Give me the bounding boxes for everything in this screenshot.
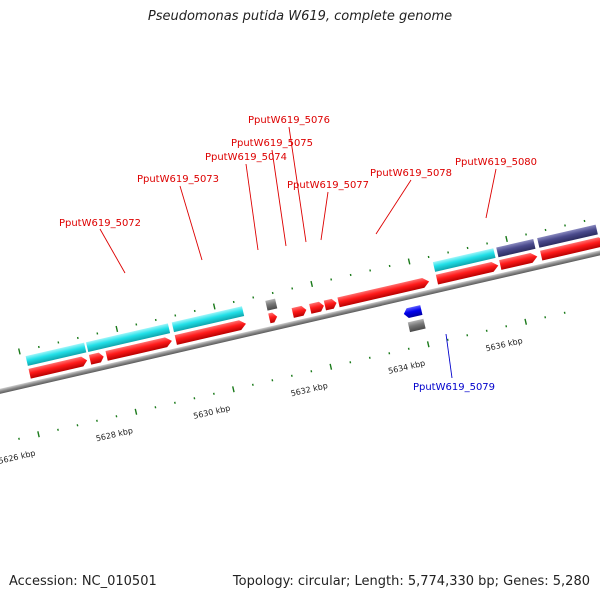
gene-feature[interactable]	[171, 306, 245, 333]
callout-line	[179, 185, 203, 261]
backbone	[0, 233, 600, 409]
axis-label: 5636 kbp	[485, 336, 524, 353]
gene-label[interactable]: PputW619_5077	[287, 180, 369, 191]
axis-labels: 5626 kbp 5628 kbp 5630 kbp 5632 kbp 5634…	[0, 336, 524, 466]
cds-arrow[interactable]	[435, 261, 500, 285]
axis-label: 5632 kbp	[290, 381, 329, 398]
gene-label[interactable]: PputW619_5073	[137, 174, 219, 185]
cds-arrow[interactable]	[174, 319, 247, 345]
callout-line	[245, 163, 259, 251]
gene-label[interactable]: PputW619_5080	[455, 157, 537, 168]
cds-arrow[interactable]	[323, 298, 338, 311]
callout-line	[375, 179, 412, 235]
callout-line	[99, 228, 126, 274]
cds-arrow[interactable]	[28, 356, 89, 379]
cds-arrow[interactable]	[88, 352, 105, 365]
gene-label[interactable]: PputW619_5074	[205, 152, 287, 163]
axis-label: 5634 kbp	[387, 359, 426, 376]
gene-label[interactable]: PputW619_5072	[59, 218, 141, 229]
gene-label[interactable]: PputW619_5078	[370, 168, 452, 179]
axis-label: 5630 kbp	[192, 404, 231, 421]
cds-arrow-reverse[interactable]	[403, 305, 423, 319]
gene-lane-forward	[25, 224, 598, 366]
gene-label[interactable]: PputW619_5075	[231, 138, 313, 149]
cds-arrow[interactable]	[105, 336, 174, 361]
axis-label: 5628 kbp	[95, 426, 134, 443]
map-title: Pseudomonas putida W619, complete genome	[147, 9, 453, 24]
cds-arrow[interactable]	[309, 301, 325, 314]
cds-arrow[interactable]	[337, 277, 430, 308]
cds-arrow[interactable]	[291, 305, 308, 318]
gene-feature[interactable]	[86, 323, 171, 352]
gene-feature[interactable]	[265, 298, 278, 311]
genome-summary-text: Topology: circular; Length: 5,774,330 bp…	[232, 574, 590, 589]
callout-line	[485, 168, 497, 219]
cds-arrow[interactable]	[540, 236, 600, 261]
callout-line	[271, 149, 287, 247]
callout-line	[445, 333, 453, 379]
callout-line	[320, 191, 329, 241]
tick-row-lower	[18, 311, 566, 440]
gene-feature[interactable]	[537, 224, 598, 248]
cds-lane-reverse	[403, 305, 426, 333]
gene-labels: PputW619_5072 PputW619_5073 PputW619_507…	[59, 115, 537, 393]
gene-feature[interactable]	[496, 238, 536, 258]
gene-feature[interactable]	[25, 342, 87, 366]
genome-track: 5626 kbp 5628 kbp 5630 kbp 5632 kbp 5634…	[0, 219, 600, 466]
tick-row-upper	[18, 219, 586, 355]
cds-arrow[interactable]	[268, 312, 278, 324]
gene-feature-reverse[interactable]	[407, 318, 426, 333]
accession-text: Accession: NC_010501	[9, 574, 157, 589]
cds-arrow[interactable]	[499, 252, 538, 270]
callout-lines	[99, 126, 497, 379]
gene-label[interactable]: PputW619_5079	[413, 382, 495, 393]
callout-line	[288, 126, 307, 243]
cds-lane-forward	[28, 236, 600, 379]
gene-label[interactable]: PputW619_5076	[248, 115, 330, 126]
axis-label: 5626 kbp	[0, 449, 36, 466]
gene-feature[interactable]	[432, 248, 496, 272]
